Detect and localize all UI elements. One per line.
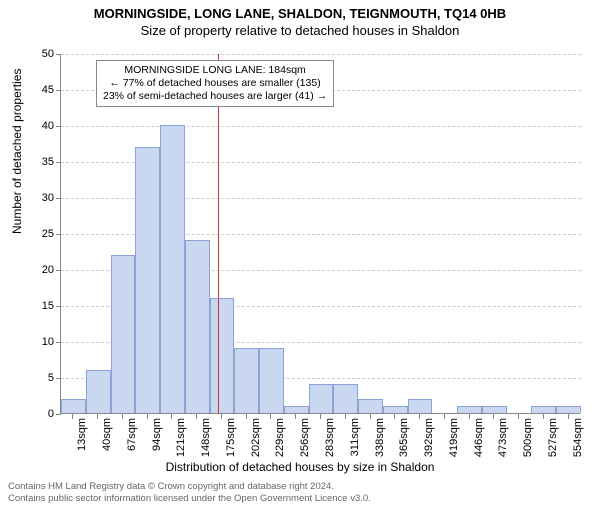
xtick-mark bbox=[419, 414, 420, 419]
xtick-label: 419sqm bbox=[448, 418, 460, 457]
xtick-mark bbox=[147, 414, 148, 419]
xtick-label: 311sqm bbox=[349, 418, 361, 456]
histogram-bar bbox=[531, 406, 556, 413]
ytick-mark bbox=[56, 126, 61, 127]
ytick-label: 45 bbox=[24, 84, 54, 96]
xtick-label: 365sqm bbox=[398, 418, 410, 457]
histogram-bar bbox=[482, 406, 507, 413]
ytick-label: 0 bbox=[24, 408, 54, 420]
xtick-label: 527sqm bbox=[547, 418, 559, 457]
xtick-mark bbox=[171, 414, 172, 419]
xtick-mark bbox=[518, 414, 519, 419]
xtick-label: 392sqm bbox=[423, 418, 435, 457]
ytick-mark bbox=[56, 342, 61, 343]
gridline bbox=[61, 54, 581, 55]
histogram-bar bbox=[61, 399, 86, 413]
xtick-label: 229sqm bbox=[274, 418, 286, 457]
chart-title-address: MORNINGSIDE, LONG LANE, SHALDON, TEIGNMO… bbox=[0, 6, 600, 21]
ytick-mark bbox=[56, 54, 61, 55]
ytick-mark bbox=[56, 414, 61, 415]
ytick-mark bbox=[56, 306, 61, 307]
footer-line2: Contains public sector information licen… bbox=[8, 493, 371, 504]
histogram-bar bbox=[333, 384, 358, 413]
xtick-label: 175sqm bbox=[225, 418, 237, 457]
xtick-label: 148sqm bbox=[200, 418, 212, 457]
histogram-bar bbox=[358, 399, 383, 413]
ytick-mark bbox=[56, 270, 61, 271]
xtick-mark bbox=[568, 414, 569, 419]
ytick-label: 20 bbox=[24, 264, 54, 276]
histogram-bar bbox=[556, 406, 581, 413]
histogram-bar bbox=[408, 399, 433, 413]
xtick-mark bbox=[122, 414, 123, 419]
histogram-bar bbox=[86, 370, 111, 413]
xtick-mark bbox=[246, 414, 247, 419]
footer-line1: Contains HM Land Registry data © Crown c… bbox=[8, 481, 371, 492]
histogram-bar bbox=[210, 298, 235, 413]
ytick-label: 50 bbox=[24, 48, 54, 60]
histogram-bar bbox=[383, 406, 408, 413]
ytick-mark bbox=[56, 162, 61, 163]
ytick-label: 40 bbox=[24, 120, 54, 132]
xtick-label: 202sqm bbox=[250, 418, 262, 457]
histogram-bar bbox=[457, 406, 482, 413]
xtick-label: 94sqm bbox=[151, 418, 163, 451]
ytick-label: 25 bbox=[24, 228, 54, 240]
xtick-mark bbox=[72, 414, 73, 419]
xtick-mark bbox=[394, 414, 395, 419]
histogram-bar bbox=[259, 348, 284, 413]
x-axis-label: Distribution of detached houses by size … bbox=[0, 460, 600, 474]
xtick-mark bbox=[345, 414, 346, 419]
xtick-label: 338sqm bbox=[374, 418, 386, 457]
xtick-mark bbox=[444, 414, 445, 419]
ytick-label: 5 bbox=[24, 372, 54, 384]
ytick-mark bbox=[56, 234, 61, 235]
annotation-box: MORNINGSIDE LONG LANE: 184sqm ← 77% of d… bbox=[96, 60, 334, 107]
xtick-mark bbox=[196, 414, 197, 419]
xtick-mark bbox=[370, 414, 371, 419]
xtick-mark bbox=[469, 414, 470, 419]
annotation-line2: ← 77% of detached houses are smaller (13… bbox=[103, 77, 327, 90]
histogram-bar bbox=[309, 384, 334, 413]
xtick-label: 500sqm bbox=[522, 418, 534, 457]
ytick-label: 10 bbox=[24, 336, 54, 348]
histogram-bar bbox=[135, 147, 160, 413]
xtick-label: 554sqm bbox=[572, 418, 584, 457]
annotation-line3: 23% of semi-detached houses are larger (… bbox=[103, 90, 327, 103]
ytick-label: 15 bbox=[24, 300, 54, 312]
histogram-bar bbox=[284, 406, 309, 413]
xtick-label: 446sqm bbox=[473, 418, 485, 457]
chart-subtitle: Size of property relative to detached ho… bbox=[0, 23, 600, 38]
ytick-mark bbox=[56, 378, 61, 379]
reference-line bbox=[218, 54, 219, 414]
footer-attribution: Contains HM Land Registry data © Crown c… bbox=[8, 481, 371, 504]
xtick-mark bbox=[543, 414, 544, 419]
ytick-mark bbox=[56, 198, 61, 199]
xtick-label: 256sqm bbox=[299, 418, 311, 457]
xtick-mark bbox=[320, 414, 321, 419]
ytick-mark bbox=[56, 90, 61, 91]
histogram-bar bbox=[185, 240, 210, 413]
xtick-mark bbox=[97, 414, 98, 419]
xtick-label: 121sqm bbox=[175, 418, 187, 457]
histogram-bar bbox=[234, 348, 259, 413]
xtick-label: 473sqm bbox=[497, 418, 509, 457]
xtick-label: 13sqm bbox=[76, 418, 88, 451]
xtick-label: 283sqm bbox=[324, 418, 336, 457]
ytick-label: 35 bbox=[24, 156, 54, 168]
ytick-label: 30 bbox=[24, 192, 54, 204]
annotation-line1: MORNINGSIDE LONG LANE: 184sqm bbox=[103, 64, 327, 77]
xtick-mark bbox=[295, 414, 296, 419]
xtick-mark bbox=[270, 414, 271, 419]
y-axis-label: Number of detached properties bbox=[10, 69, 24, 234]
histogram-bar bbox=[160, 125, 185, 413]
xtick-label: 67sqm bbox=[126, 418, 138, 451]
xtick-label: 40sqm bbox=[101, 418, 113, 451]
xtick-mark bbox=[221, 414, 222, 419]
xtick-mark bbox=[493, 414, 494, 419]
plot-box bbox=[60, 54, 580, 414]
histogram-bar bbox=[111, 255, 136, 413]
chart-plot-area: MORNINGSIDE LONG LANE: 184sqm ← 77% of d… bbox=[60, 54, 580, 414]
gridline bbox=[61, 126, 581, 127]
